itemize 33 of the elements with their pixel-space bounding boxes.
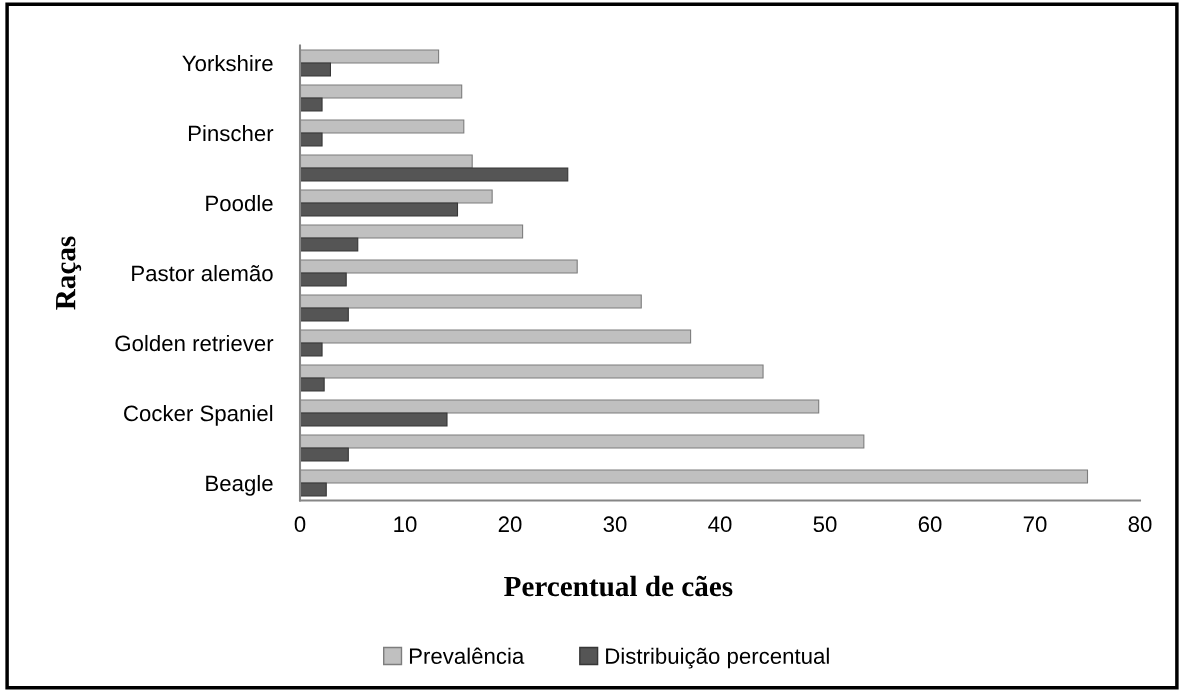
x-axis-title: Percentual de cães (504, 575, 733, 597)
bar (300, 97, 323, 112)
x-tick-label: 40 (708, 516, 732, 533)
legend-label: Distribuição percentual (606, 647, 829, 669)
y-tick-label: Beagle (206, 474, 273, 496)
y-tick-label: Poodle (206, 194, 273, 212)
bar (300, 482, 327, 497)
bar (300, 132, 323, 147)
bar (300, 272, 347, 287)
y-tick-label: Yorkshire (182, 54, 273, 72)
y-tick-label: Cocker Spaniel (124, 404, 273, 426)
y-tick-label: Golden retriever (115, 334, 274, 352)
bar (300, 167, 569, 182)
bar (300, 377, 325, 392)
x-tick-label: 50 (813, 516, 837, 533)
x-tick-label: 0 (294, 516, 306, 533)
bar (300, 237, 359, 252)
x-tick-label: 80 (1128, 516, 1152, 533)
bar (300, 62, 332, 77)
x-tick-label: 70 (1023, 516, 1047, 533)
x-tick-label: 10 (394, 516, 417, 533)
x-tick-label: 20 (498, 516, 522, 533)
bar (300, 447, 349, 462)
bar (300, 342, 323, 357)
x-tick-label: 60 (918, 516, 942, 533)
y-axis-title: Raças (56, 236, 82, 310)
legend-label: Prevalência (409, 647, 525, 664)
y-tick-label: Pinscher (188, 124, 274, 142)
y-tick-label: Pastor alemão (132, 264, 273, 282)
bar (300, 412, 448, 427)
x-tick-label: 30 (603, 516, 627, 533)
bar (300, 307, 349, 322)
bar (300, 202, 459, 217)
